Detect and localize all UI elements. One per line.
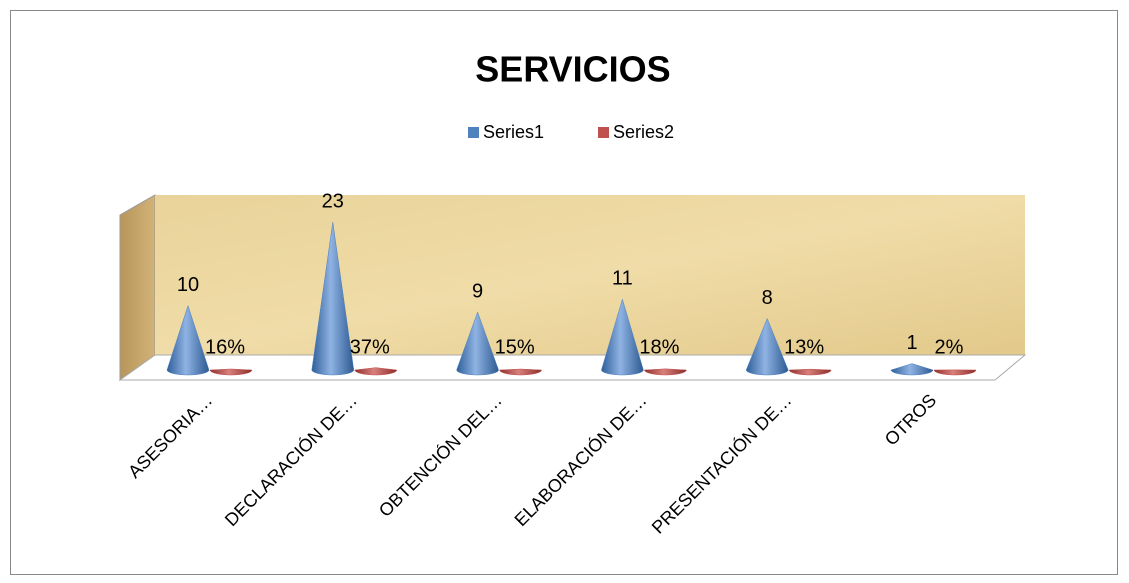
- data-label: 8: [762, 287, 773, 309]
- cone: [788, 368, 832, 376]
- cone: [745, 317, 789, 376]
- data-label: 15%: [495, 336, 535, 358]
- cone: [311, 221, 355, 376]
- cone: [456, 311, 499, 376]
- data-label: 1: [906, 332, 917, 354]
- cone: [166, 304, 210, 376]
- data-label: 13%: [784, 336, 824, 358]
- data-label: 2%: [935, 336, 964, 358]
- legend-swatch: [468, 127, 479, 138]
- back-wall: [155, 195, 1025, 355]
- data-label: 18%: [639, 336, 679, 358]
- cone: [890, 363, 934, 376]
- cone: [644, 368, 687, 376]
- cone: [354, 367, 398, 376]
- legend: Series1 Series2: [468, 122, 674, 142]
- data-label: 9: [472, 280, 483, 302]
- cone: [933, 369, 977, 376]
- floor: [118, 354, 1027, 381]
- data-label: 10: [177, 274, 199, 296]
- data-label: 16%: [205, 336, 245, 358]
- data-label: 23: [322, 190, 344, 212]
- data-label: 37%: [350, 336, 390, 358]
- cone: [209, 368, 253, 376]
- data-label: 11: [612, 267, 633, 289]
- cone: [601, 298, 644, 376]
- chart-title: SERVICIOS: [475, 49, 670, 90]
- legend-label: Series2: [613, 122, 674, 142]
- side-wall: [119, 194, 156, 381]
- cone: [499, 368, 542, 376]
- legend-label: Series1: [483, 122, 544, 142]
- legend-swatch: [598, 127, 609, 138]
